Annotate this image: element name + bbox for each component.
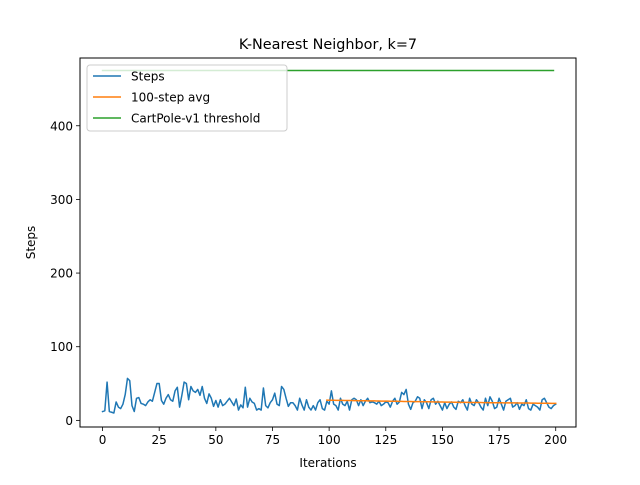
y-tick-label: 400 (50, 119, 73, 133)
y-tick-label: 100 (50, 340, 73, 354)
x-axis-ticks: 0 25 50 75 100 125 150 175 200 (99, 427, 567, 447)
x-axis-label: Iterations (299, 456, 356, 470)
chart-title: K-Nearest Neighbor, k=7 (239, 37, 417, 53)
x-tick-label: 75 (265, 433, 280, 447)
x-tick-label: 25 (152, 433, 167, 447)
axes-frame (79, 57, 577, 428)
legend-box (86, 64, 288, 132)
y-tick-label: 300 (50, 193, 73, 207)
x-tick-label: 0 (99, 433, 107, 447)
legend-steps-label: Steps (131, 70, 165, 84)
y-tick-label: 200 (50, 267, 73, 281)
y-axis-ticks: 0 100 200 300 400 (50, 119, 80, 428)
y-axis-label: Steps (24, 226, 38, 260)
legend: Steps 100-step avg CartPole-v1 threshold (86, 64, 288, 132)
x-tick-label: 150 (431, 433, 454, 447)
x-tick-label: 175 (488, 433, 511, 447)
avg-series-line (326, 399, 557, 405)
x-tick-label: 200 (544, 433, 567, 447)
x-tick-label: 50 (208, 433, 223, 447)
y-tick-label: 0 (65, 414, 73, 428)
legend-threshold-label: CartPole-v1 threshold (131, 112, 260, 126)
x-tick-label: 125 (374, 433, 397, 447)
steps-series-line (101, 377, 557, 414)
legend-avg-label: 100-step avg (131, 91, 210, 105)
x-tick-label: 100 (318, 433, 341, 447)
